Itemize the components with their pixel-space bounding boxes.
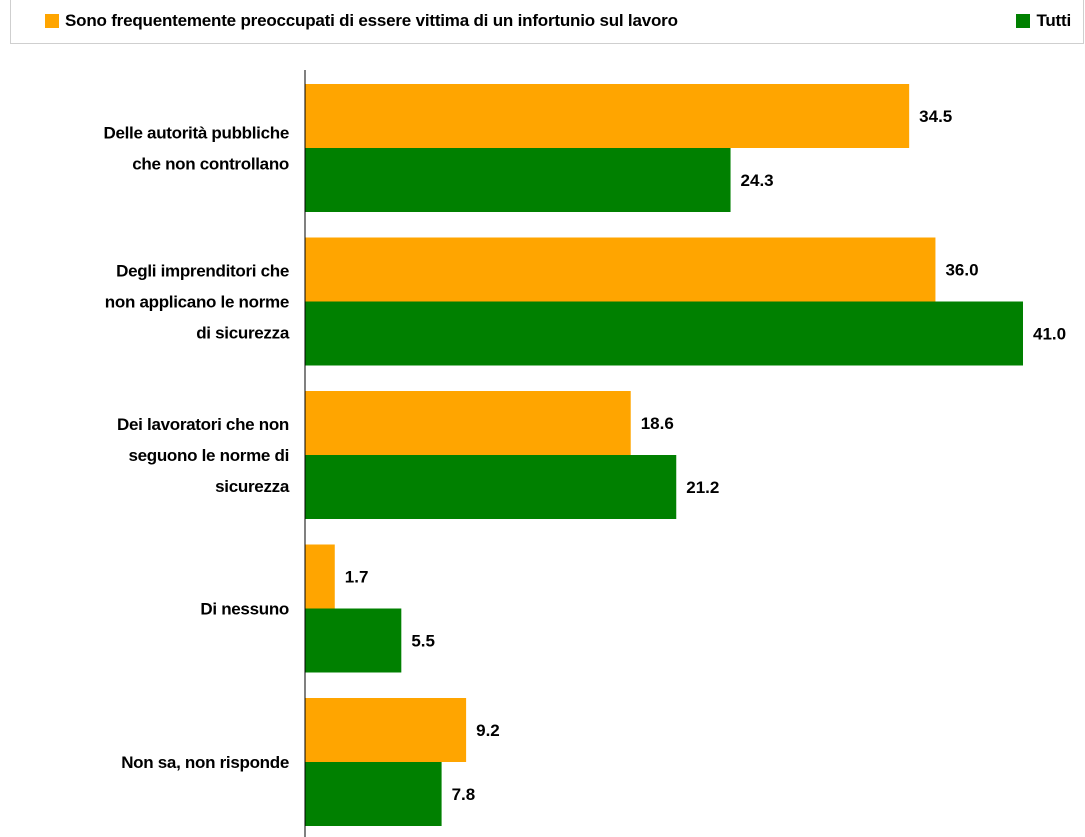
value-label-tutti-3: 5.5: [411, 632, 435, 651]
legend-item-series-2: Tutti: [1016, 11, 1071, 31]
value-label-preoccupati-3: 1.7: [345, 568, 369, 587]
category-label-2-line-1: seguono le norme di: [128, 446, 289, 465]
category-label-0-line-0: Delle autorità pubbliche: [104, 124, 290, 143]
value-label-tutti-2: 21.2: [686, 478, 719, 497]
bar-preoccupati-1: [305, 237, 936, 302]
value-label-tutti-4: 7.8: [452, 785, 476, 804]
bar-tutti-1: [305, 301, 1023, 366]
category-label-3-line-0: Di nessuno: [200, 600, 289, 619]
legend-label-series-2: Tutti: [1036, 11, 1071, 30]
bar-tutti-0: [305, 148, 731, 212]
category-label-1-line-2: di sicurezza: [196, 324, 290, 343]
value-label-preoccupati-0: 34.5: [919, 107, 952, 126]
category-label-0-line-1: che non controllano: [132, 155, 289, 174]
value-label-tutti-1: 41.0: [1033, 325, 1066, 344]
legend-label-series-1: Sono frequentemente preoccupati di esser…: [65, 11, 678, 30]
legend-swatch-series-2: [1016, 14, 1031, 28]
category-label-2-line-0: Dei lavoratori che non: [117, 415, 289, 434]
bar-tutti-2: [305, 455, 677, 519]
bar-preoccupati-3: [305, 544, 335, 609]
bar-tutti-3: [305, 608, 402, 673]
legend-item-series-1: Sono frequentemente preoccupati di esser…: [45, 11, 678, 31]
value-label-preoccupati-1: 36.0: [945, 261, 978, 280]
category-label-4-line-0: Non sa, non risponde: [121, 753, 289, 772]
category-label-1-line-1: non applicano le norme: [105, 293, 289, 312]
bar-tutti-4: [305, 762, 442, 826]
bar-preoccupati-2: [305, 391, 631, 455]
bar-preoccupati-4: [305, 698, 467, 762]
value-label-preoccupati-4: 9.2: [476, 721, 500, 740]
chart-legend: Sono frequentemente preoccupati di esser…: [10, 0, 1084, 44]
value-label-preoccupati-2: 18.6: [641, 414, 674, 433]
category-label-2-line-2: sicurezza: [215, 477, 290, 496]
legend-swatch-series-1: [45, 14, 59, 28]
value-label-tutti-0: 24.3: [741, 171, 774, 190]
category-label-1-line-0: Degli imprenditori che: [116, 262, 289, 281]
bar-preoccupati-0: [305, 84, 910, 148]
